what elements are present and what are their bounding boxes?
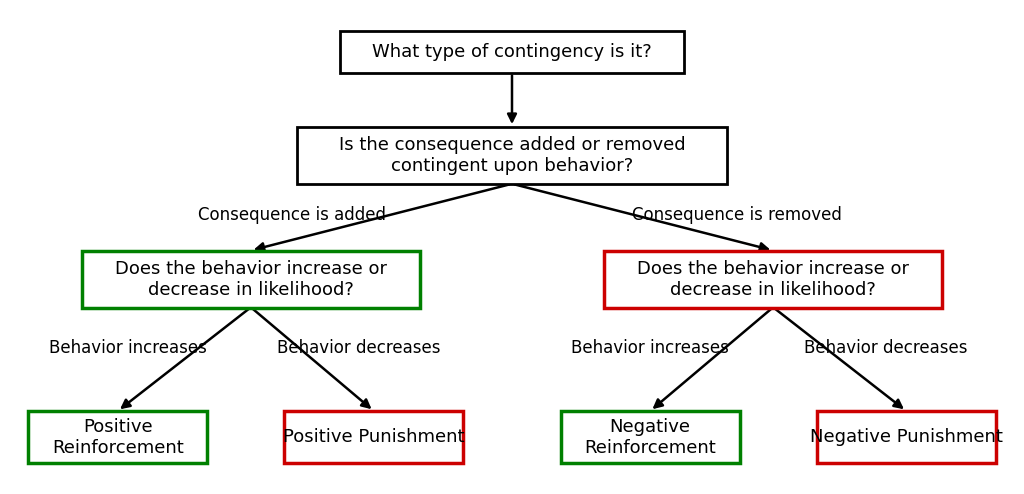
Text: Does the behavior increase or
decrease in likelihood?: Does the behavior increase or decrease i… (115, 260, 387, 298)
Text: Behavior increases: Behavior increases (571, 339, 729, 357)
FancyBboxPatch shape (297, 127, 727, 184)
Text: Negative Punishment: Negative Punishment (810, 428, 1002, 446)
Text: Negative
Reinforcement: Negative Reinforcement (585, 418, 716, 456)
Text: Is the consequence added or removed
contingent upon behavior?: Is the consequence added or removed cont… (339, 136, 685, 175)
Text: Positive Punishment: Positive Punishment (283, 428, 465, 446)
FancyBboxPatch shape (340, 31, 684, 73)
Text: Behavior increases: Behavior increases (49, 339, 207, 357)
FancyBboxPatch shape (817, 411, 995, 463)
Text: What type of contingency is it?: What type of contingency is it? (372, 43, 652, 61)
Text: Behavior decreases: Behavior decreases (276, 339, 440, 357)
Text: Consequence is removed: Consequence is removed (633, 206, 842, 224)
Text: Consequence is added: Consequence is added (198, 206, 386, 224)
FancyBboxPatch shape (29, 411, 207, 463)
Text: Does the behavior increase or
decrease in likelihood?: Does the behavior increase or decrease i… (637, 260, 909, 298)
FancyBboxPatch shape (561, 411, 739, 463)
Text: Behavior decreases: Behavior decreases (804, 339, 968, 357)
FancyBboxPatch shape (284, 411, 463, 463)
Text: Positive
Reinforcement: Positive Reinforcement (52, 418, 183, 456)
FancyBboxPatch shape (604, 251, 942, 307)
FancyBboxPatch shape (82, 251, 420, 307)
